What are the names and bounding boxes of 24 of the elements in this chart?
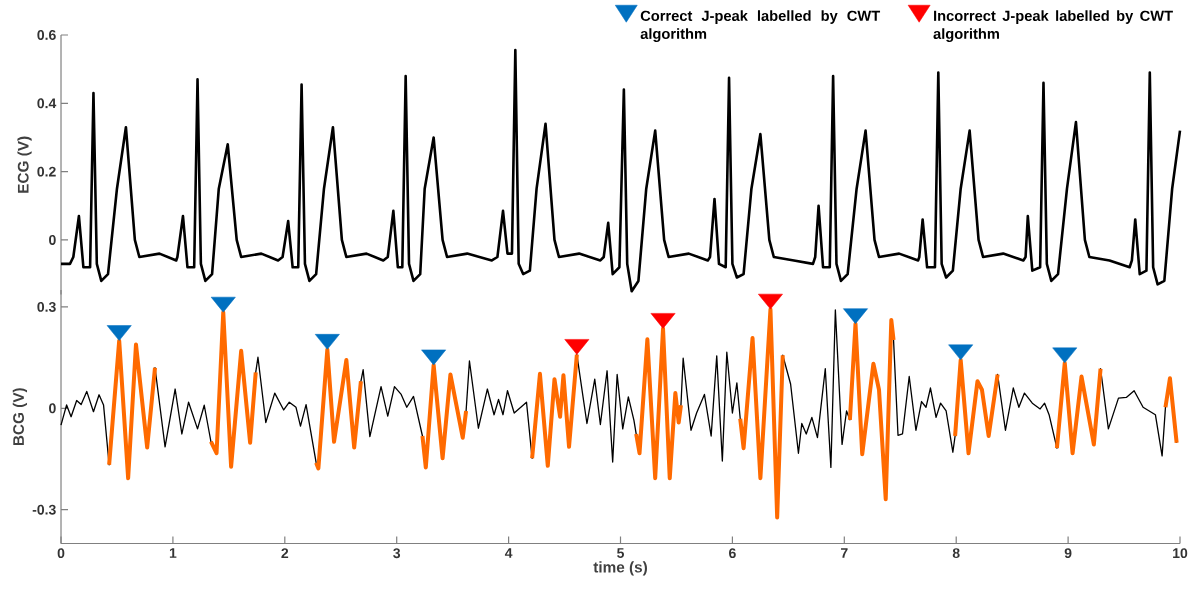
x-tick-label: 3 xyxy=(393,548,401,559)
legend-label: Incorrect J-peak labelled by CWT algorithm xyxy=(933,10,1173,42)
legend-label: Correct J-peak labelled by CWT algorithm xyxy=(640,10,881,42)
y-tick-label: -0.3 xyxy=(32,504,56,515)
x-tick-label: 0 xyxy=(57,548,65,559)
x-tick-label: 7 xyxy=(841,548,848,558)
x-tick-label: 9 xyxy=(1064,548,1072,559)
y-tick-label: 0 xyxy=(49,234,56,245)
x-tick-label: 1 xyxy=(169,548,177,558)
x-tick-label: 2 xyxy=(281,548,289,558)
x-tick-label: 6 xyxy=(729,548,736,559)
x-tick-label: 10 xyxy=(1173,548,1188,559)
y-tick-label: 0 xyxy=(49,403,56,414)
y-tick-label: 0.4 xyxy=(37,98,57,109)
y-tick-label: 0.3 xyxy=(37,301,56,312)
x-tick-label: 8 xyxy=(952,548,960,559)
y-tick-label: 0.6 xyxy=(37,30,56,40)
line-series xyxy=(59,48,1182,293)
x-axis-title: time (s) xyxy=(593,561,647,576)
y-axis-title: BCG (V) xyxy=(12,388,28,446)
x-tick-label: 4 xyxy=(504,548,513,558)
x-tick-label: 5 xyxy=(617,548,624,558)
y-axis-title: ECG (V) xyxy=(17,136,32,193)
y-tick-label: 0.2 xyxy=(37,166,56,177)
